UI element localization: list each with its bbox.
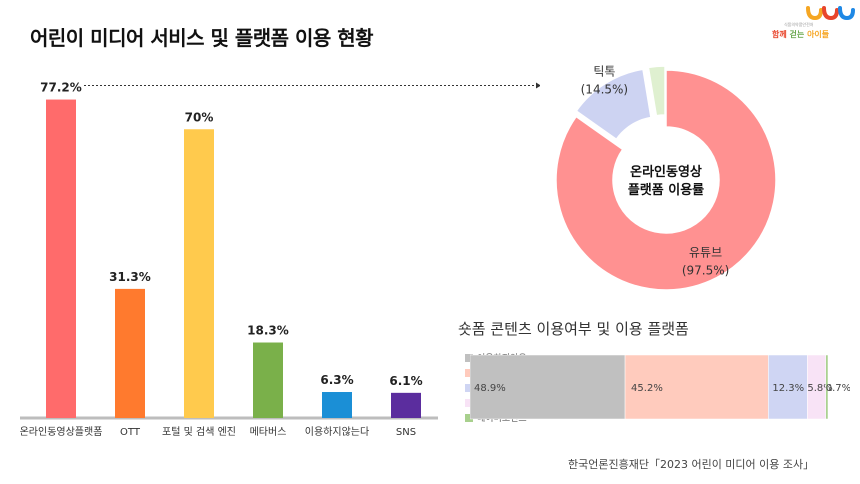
donut-slice [555,69,777,290]
bar [322,392,352,418]
page-title: 어린이 미디어 서비스 및 플랫폼 이용 현황 [30,26,374,50]
category-label: 포털 및 검색 엔진 [162,426,236,438]
legend-swatch [465,383,473,392]
logo-mark-icon [806,6,855,21]
stack-segment [624,354,769,420]
stack-value-label: 12.3% [772,383,804,394]
legend-swatch [465,413,473,422]
category-label: 온라인동영상플랫폼 [20,426,103,438]
bar [184,129,214,418]
brand-logo: 식품의약품안전처 함께 걷는 아이들 [772,4,856,44]
online-video-platform-donut-chart: 유튜브(97.5%)틱톡(14.5%)네이버TV(3%)온라인동영상플랫폼 이용… [555,65,777,290]
bar-value-label: 70% [185,110,214,124]
stack-segment [768,354,808,420]
bar [115,288,145,418]
stack-value-label: 0.7% [826,383,850,394]
category-label: OTT [120,427,141,438]
category-label: SNS [396,427,416,438]
bar-value-label: 77.2% [40,81,82,95]
bar-value-label: 6.3% [320,373,353,387]
category-label: 메타버스 [250,426,287,438]
donut-slice [575,68,652,141]
platform-usage-bar-chart: 77.2% 온라인동영상플랫폼 31.3% OTT 70% 포털 및 검색 엔진 18.3%… [20,81,540,438]
legend-swatch [465,368,473,377]
stack-value-label: 45.2% [631,383,663,394]
donut-slice [647,65,666,117]
source-note: 한국언론진흥재단「2023 어린이 미디어 이용 조사」 [568,458,815,471]
bar-value-label: 6.1% [389,374,422,388]
shortform-chart-title: 숏폼 콘텐츠 이용여부 및 이용 플랫폼 [458,320,689,338]
slice-name-label: 틱톡 [593,65,615,79]
logo-small-text: 식품의약품안전처 [784,22,814,27]
shortform-stacked-bar: 48.9% 45.2% 12.3% 5.8%0.7% [470,354,850,420]
bar [391,392,421,418]
bar-value-label: 31.3% [109,270,151,284]
donut-center-label: 온라인동영상 [630,164,702,180]
legend-swatch [465,353,473,362]
bar-value-label: 18.3% [247,324,289,338]
stack-segment [470,354,626,420]
donut-center-label: 플랫폼 이용률 [628,182,704,198]
category-label: 이용하지않는다 [305,425,369,438]
pointer-arrow-icon [536,82,540,89]
stack-value-label: 48.9% [474,383,506,394]
slice-value-label: (14.5%) [581,83,628,97]
legend-swatch [465,398,473,407]
stack-value-label: 5.8% [807,383,832,394]
slice-value-label: (97.5%) [682,263,729,277]
logo-text: 함께 걷는 아이들 [772,30,830,39]
bar [46,99,76,419]
stack-segment [825,354,829,420]
bar [253,342,283,418]
slice-name-label: 유튜브 [689,245,722,259]
